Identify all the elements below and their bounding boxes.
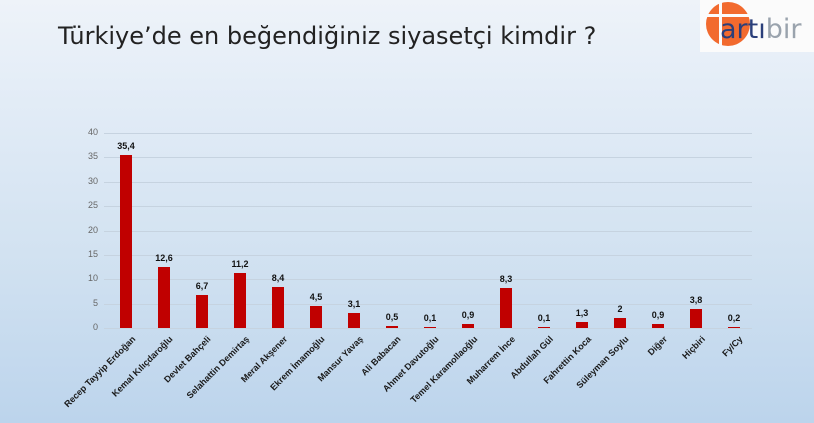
- gridline: [104, 328, 752, 329]
- bar: [424, 327, 436, 328]
- bar-value-label: 8,4: [271, 273, 285, 284]
- x-axis-category-label: Temel Karamollaoğlu: [408, 334, 480, 405]
- logo-cross-vertical: [719, 0, 722, 46]
- y-axis-tick-label: 20: [87, 225, 98, 235]
- bar-value-label: 0,5: [385, 311, 399, 322]
- bar: [462, 323, 474, 328]
- bar-value-label: 12,6: [155, 252, 173, 263]
- bar-value-label: 8,3: [499, 273, 513, 284]
- page-title: Türkiye’de en beğendiğiniz siyasetçi kim…: [58, 22, 597, 50]
- logo-text: artıbir: [720, 14, 801, 45]
- bar: [310, 306, 322, 328]
- bar: [120, 155, 132, 328]
- bar: [690, 309, 702, 328]
- gridline: [104, 133, 752, 134]
- bar: [272, 287, 284, 328]
- logo-cross-horizontal: [706, 14, 750, 17]
- y-axis-tick-label: 5: [92, 298, 98, 308]
- bar-value-label: 0,9: [651, 309, 665, 320]
- bar: [386, 325, 398, 328]
- x-axis-category-label: Recep Tayyip Erdoğan: [61, 334, 138, 410]
- bar: [196, 295, 208, 328]
- logo-text-arti: artı: [720, 14, 766, 45]
- y-axis-tick-label: 35: [87, 151, 98, 161]
- x-axis-category-label: Diğer: [645, 334, 670, 358]
- bar-value-label: 35,4: [117, 141, 135, 152]
- bar: [158, 266, 170, 328]
- bar-value-label: 0,1: [423, 313, 437, 323]
- bar: [500, 287, 512, 328]
- bar: [538, 327, 550, 328]
- gridline: [104, 231, 752, 232]
- bar-value-label: 1,3: [575, 307, 589, 318]
- bar: [728, 327, 740, 328]
- bar-value-label: 11,2: [231, 259, 249, 270]
- bar-value-label: 0,1: [537, 313, 551, 323]
- bar-value-label: 3,1: [347, 298, 361, 309]
- bar-value-label: 3,8: [689, 295, 703, 306]
- y-axis-tick-label: 10: [87, 273, 98, 283]
- bar: [234, 273, 246, 328]
- x-axis-category-label: Hiçbiri: [680, 334, 708, 361]
- gridline: [104, 255, 752, 256]
- y-axis-tick-label: 30: [87, 176, 98, 186]
- plus-circle-icon: [706, 2, 750, 46]
- y-axis-tick-label: 0: [92, 322, 98, 332]
- gridline: [104, 279, 752, 280]
- gridline: [104, 182, 752, 183]
- bar-value-label: 4,5: [309, 292, 323, 303]
- bar-value-label: 6,7: [195, 281, 209, 292]
- logo-text-bir: bir: [765, 14, 802, 45]
- gridline: [104, 304, 752, 305]
- bar-value-label: 0,9: [461, 309, 475, 320]
- bar: [614, 318, 626, 328]
- bar: [576, 321, 588, 328]
- bar-value-label: 0,2: [727, 313, 741, 323]
- bar: [652, 323, 664, 328]
- artibir-logo: artıbir: [700, 0, 814, 52]
- x-axis-category-label: Fy/Cy: [720, 334, 746, 359]
- y-axis-tick-label: 40: [87, 127, 98, 137]
- y-axis-tick-label: 15: [87, 249, 98, 259]
- bar: [348, 312, 360, 328]
- bar-value-label: 2: [617, 304, 623, 315]
- gridline: [104, 157, 752, 158]
- y-axis-tick-label: 25: [87, 200, 98, 210]
- gridline: [104, 206, 752, 207]
